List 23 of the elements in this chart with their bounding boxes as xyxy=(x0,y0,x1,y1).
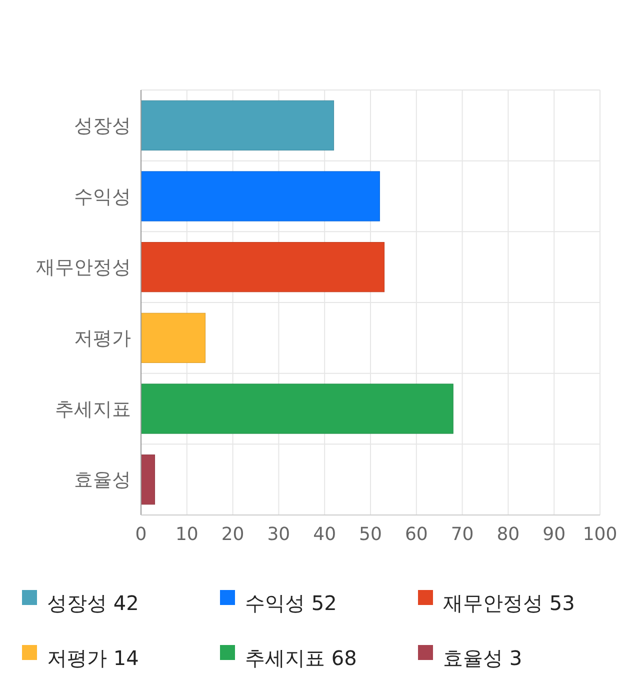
y-tick-label: 추세지표 xyxy=(55,398,131,420)
y-tick-label: 성장성 xyxy=(74,115,131,138)
y-tick-label: 효율성 xyxy=(74,469,131,492)
x-tick-label: 10 xyxy=(175,524,198,545)
legend-label: 효율성 3 xyxy=(443,646,522,670)
x-tick-label: 70 xyxy=(450,524,474,545)
legend-label: 재무안정성 53 xyxy=(443,591,575,615)
x-tick-label: 50 xyxy=(359,524,382,545)
legend-label: 성장성 42 xyxy=(47,591,139,615)
legend-label: 수익성 52 xyxy=(245,591,337,615)
y-tick-label: 수익성 xyxy=(74,186,131,208)
y-tick-label: 저평가 xyxy=(74,328,131,350)
x-tick-label: 40 xyxy=(313,524,336,545)
x-tick-label: 90 xyxy=(542,524,566,545)
x-tick-label: 0 xyxy=(135,524,147,545)
x-tick-label: 30 xyxy=(267,524,290,545)
y-tick-label: 재무안정성 xyxy=(36,256,131,279)
x-tick-label: 20 xyxy=(221,524,244,545)
legend-label: 저평가 14 xyxy=(47,646,139,670)
x-tick-label: 80 xyxy=(496,524,520,545)
x-tick-label: 60 xyxy=(404,524,428,545)
x-tick-label: 100 xyxy=(582,524,618,545)
legend-label: 추세지표 68 xyxy=(245,646,357,670)
